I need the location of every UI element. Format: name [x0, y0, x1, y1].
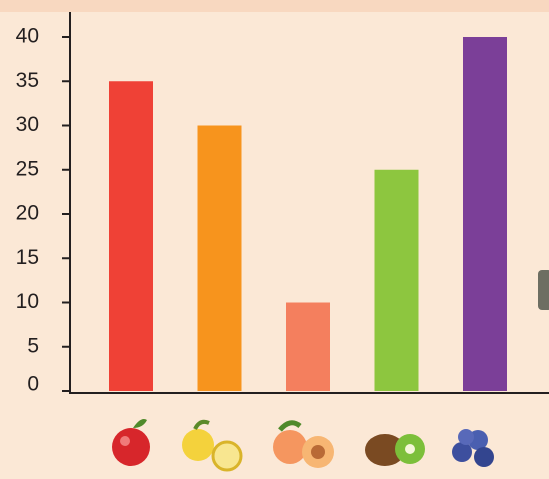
y-tick-label: 35	[16, 69, 39, 92]
edge-icon	[538, 270, 549, 310]
y-tick-label: 0	[27, 373, 39, 396]
bar	[197, 125, 242, 391]
y-tick-label: 25	[16, 157, 39, 180]
y-tick-label: 30	[16, 113, 39, 136]
bar	[286, 302, 330, 391]
y-tick-label: 40	[16, 25, 39, 48]
top-band	[0, 0, 549, 12]
peach-icon	[273, 420, 334, 468]
y-tick-label: 10	[16, 290, 39, 313]
bar	[463, 37, 507, 391]
lemon-icon	[182, 419, 243, 472]
fruit-icons	[112, 419, 494, 472]
bar	[109, 81, 153, 391]
y-tick-label: 20	[16, 202, 39, 225]
kiwi-icon	[365, 434, 425, 466]
y-tick-label: 5	[27, 334, 39, 357]
apple-icon	[112, 419, 150, 466]
bar	[374, 169, 419, 391]
blueberry-icon	[452, 429, 494, 467]
y-tick-label: 15	[16, 246, 39, 269]
